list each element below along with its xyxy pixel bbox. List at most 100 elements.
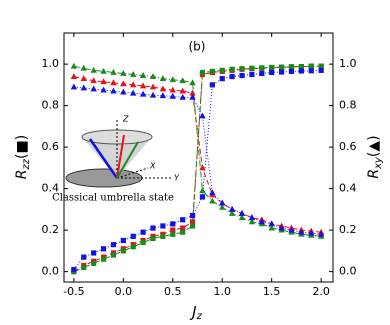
square-marker <box>189 223 196 229</box>
triangle-marker <box>139 82 147 89</box>
y-tick-label: 0.8 <box>42 99 60 112</box>
square-marker <box>298 68 304 74</box>
triangle-marker <box>120 69 127 76</box>
triangle-marker <box>149 73 157 79</box>
triangle-marker <box>308 229 315 236</box>
square-marker <box>209 82 215 88</box>
triangle-marker <box>169 92 176 99</box>
triangle-marker <box>90 66 97 73</box>
square-marker <box>318 63 324 69</box>
triangle-marker <box>169 76 176 83</box>
square-marker <box>219 67 225 73</box>
triangle-marker <box>278 224 285 231</box>
square-marker <box>91 260 97 266</box>
y-tick-label: 0.0 <box>42 265 60 278</box>
triangle-marker <box>100 86 107 93</box>
triangle-marker <box>248 218 256 225</box>
triangle-marker <box>258 218 265 225</box>
square-marker <box>150 225 156 231</box>
square-marker <box>110 242 117 248</box>
triangle-marker <box>219 203 226 210</box>
y-tick-label: 1.0 <box>42 57 60 70</box>
y2-tick-label: 0.2 <box>339 223 357 236</box>
square-marker <box>81 254 87 260</box>
triangle-marker <box>110 87 117 94</box>
square-marker <box>110 252 117 258</box>
square-marker <box>100 256 107 262</box>
x-tick-label: 1.5 <box>263 285 281 298</box>
square-marker <box>180 229 186 235</box>
y2-tick-label: 1.0 <box>339 57 357 70</box>
y-axis-label: Rzz(■) <box>14 135 32 179</box>
square-marker <box>259 65 265 71</box>
square-marker <box>120 237 126 244</box>
triangle-marker <box>317 230 325 237</box>
triangle-marker <box>110 68 117 75</box>
triangle-marker <box>199 187 206 194</box>
square-marker <box>189 213 196 219</box>
spin-arrow <box>116 141 139 179</box>
triangle-marker <box>110 79 117 86</box>
square-marker <box>170 221 176 227</box>
triangle-marker <box>90 85 97 92</box>
square-marker <box>120 248 126 254</box>
triangle-marker <box>70 83 78 90</box>
inset-x: X <box>149 162 156 171</box>
x-tick-label: 2.0 <box>312 285 330 298</box>
triangle-marker <box>90 77 97 84</box>
triangle-marker <box>80 64 87 71</box>
y-tick-label: 0.6 <box>42 140 60 153</box>
triangle-marker <box>120 80 127 87</box>
triangle-marker <box>120 88 127 95</box>
triangle-marker <box>268 224 275 231</box>
square-marker <box>91 250 97 256</box>
x-tick-label: 1.0 <box>213 285 231 298</box>
triangle-marker <box>209 197 216 204</box>
square-marker <box>160 233 166 239</box>
y2-axis-label: Rxy(▲) <box>366 135 384 178</box>
triangle-marker <box>199 112 206 119</box>
square-marker <box>81 264 87 271</box>
square-marker <box>180 225 186 231</box>
square-marker <box>71 266 77 273</box>
square-marker <box>130 244 136 250</box>
triangle-marker <box>238 210 246 216</box>
square-marker <box>308 68 314 74</box>
triangle-marker <box>149 91 157 98</box>
square-marker <box>229 66 235 72</box>
triangle-marker <box>70 73 78 79</box>
inset: Z X Y Classical umbrella state <box>52 115 180 204</box>
square-marker <box>288 68 295 74</box>
square-marker <box>199 69 206 76</box>
x-axis <box>116 167 149 179</box>
y2-tick-label: 0.6 <box>339 140 357 153</box>
triangle-marker <box>179 87 186 94</box>
square-marker <box>180 217 186 223</box>
square-marker <box>100 246 107 252</box>
triangle-marker <box>80 75 87 82</box>
triangle-marker <box>80 84 87 91</box>
triangle-marker <box>70 62 78 69</box>
triangle-marker <box>169 86 176 93</box>
triangle-marker <box>179 77 186 84</box>
square-marker <box>219 76 225 82</box>
square-marker <box>209 68 215 74</box>
square-marker <box>150 235 156 242</box>
triangle-marker <box>139 90 147 97</box>
triangle-marker <box>130 81 137 88</box>
x-axis-label: Jz <box>189 303 202 323</box>
triangle-marker <box>228 210 236 216</box>
square-marker <box>308 63 314 69</box>
square-marker <box>189 219 196 225</box>
triangle-marker <box>130 71 137 77</box>
triangle-marker <box>219 199 226 206</box>
spin-arrow <box>88 138 119 179</box>
triangle-marker <box>159 92 167 99</box>
square-marker <box>140 229 146 235</box>
triangle-marker <box>288 226 295 233</box>
square-marker <box>199 194 206 200</box>
triangle-marker <box>159 85 167 92</box>
triangle-marker <box>248 214 256 221</box>
series-line <box>73 86 322 235</box>
